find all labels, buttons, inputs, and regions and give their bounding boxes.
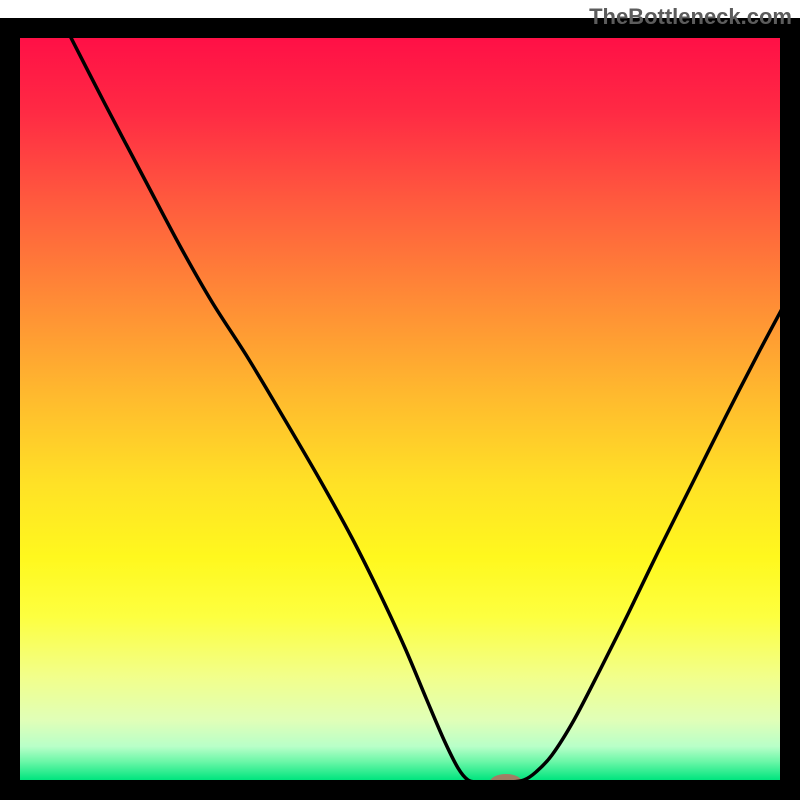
watermark-text: TheBottleneck.com <box>589 4 792 30</box>
bottleneck-chart <box>0 0 800 800</box>
chart-container: TheBottleneck.com <box>0 0 800 800</box>
gradient-background <box>20 38 780 780</box>
